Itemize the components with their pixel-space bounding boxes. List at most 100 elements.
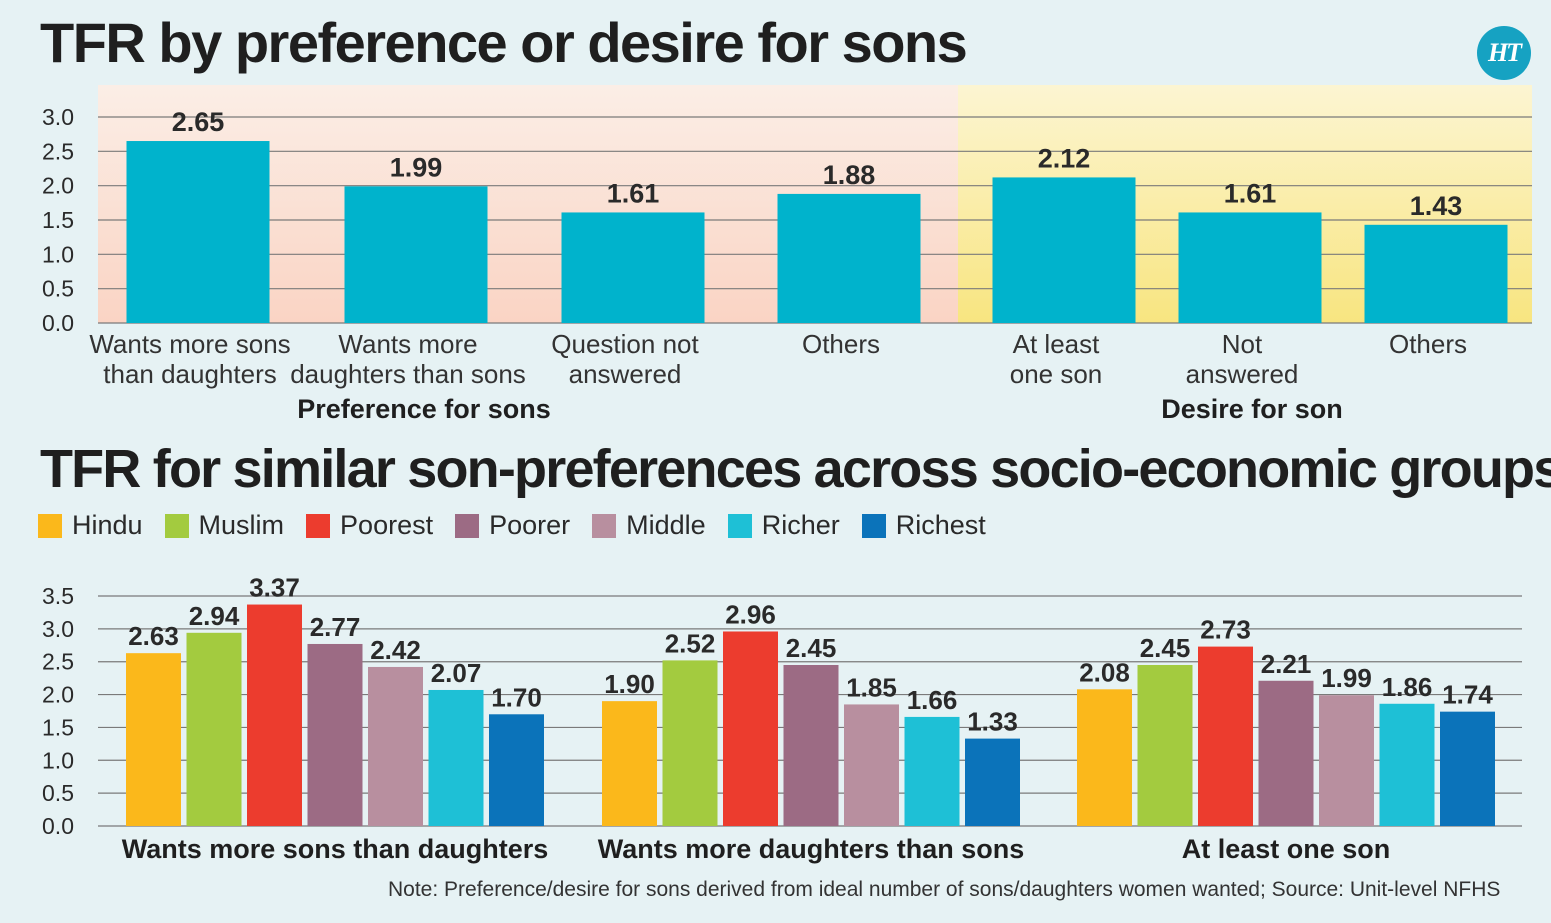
source-note: Note: Preference/desire for sons derived… — [388, 878, 1501, 901]
chart1-bar-value-label: 1.61 — [607, 178, 660, 208]
chart2-bar-value-label: 1.66 — [907, 685, 958, 715]
chart2-ytick-label: 2.5 — [42, 649, 74, 675]
chart2-bar-value-label: 2.45 — [1140, 633, 1191, 663]
chart1-bar-value-label: 1.99 — [390, 152, 443, 182]
chart1-bar — [126, 141, 270, 323]
chart2-bar-poorer — [307, 643, 363, 826]
chart1-category-label: At least — [1013, 329, 1100, 359]
chart2-category-label: Wants more daughters than sons — [598, 834, 1025, 864]
legend-swatch — [164, 513, 189, 538]
chart1-bar — [561, 212, 705, 323]
chart2-bar-richer — [904, 716, 960, 826]
chart2-bar-value-label: 2.77 — [310, 612, 361, 642]
chart1-ytick-label: 0.5 — [42, 276, 74, 302]
chart2-bar-poorer — [783, 665, 839, 826]
chart2-bar-richer — [428, 689, 484, 826]
chart2-bar-richer — [1379, 703, 1435, 826]
chart1-category-label: than daughters — [103, 359, 276, 389]
ht-logo: HT — [1477, 26, 1531, 80]
chart2-bar-poorest — [1198, 646, 1253, 826]
chart2-bar-muslim — [186, 632, 242, 826]
chart2-bar-value-label: 2.07 — [431, 658, 482, 688]
chart1-category-label: Others — [802, 329, 880, 359]
legend-label: Poorest — [340, 510, 434, 540]
chart1-bar-value-label: 1.43 — [1410, 191, 1463, 221]
chart1-bar — [777, 193, 921, 323]
chart2-legend: Hindu Muslim Poorest Poorer Middle Richer Rich… — [38, 510, 1008, 541]
chart2-bar-value-label: 1.90 — [604, 669, 655, 699]
chart2-bar-hindu — [602, 701, 657, 826]
chart2-bar-value-label: 1.86 — [1382, 672, 1433, 702]
legend-label: Richer — [761, 510, 840, 540]
chart2-bar-value-label: 2.52 — [665, 628, 716, 658]
chart2-bar-value-label: 2.73 — [1200, 615, 1251, 645]
chart1-ytick-label: 2.5 — [42, 138, 74, 164]
chart2-bar-poorest — [723, 631, 778, 826]
legend-item-poorer: Poorer — [455, 510, 570, 541]
chart2-ytick-label: 3.5 — [42, 583, 74, 609]
chart1-bar-value-label: 1.88 — [823, 160, 876, 190]
chart1-group-label: Desire for son — [1161, 394, 1343, 424]
chart2-bar-poorer — [1258, 680, 1314, 826]
chart1-bar — [344, 186, 488, 323]
legend-label: Poorer — [489, 510, 571, 540]
chart1-category-label: answered — [569, 359, 682, 389]
chart2-bar-middle — [368, 666, 423, 826]
chart2-bar-value-label: 1.74 — [1442, 680, 1493, 710]
chart2-category-label: At least one son — [1182, 834, 1391, 864]
legend-item-richest: Richest — [861, 510, 986, 541]
chart2-bar-value-label: 1.99 — [1321, 663, 1372, 693]
legend-item-hindu: Hindu — [38, 510, 143, 541]
chart1-category-label: Others — [1389, 329, 1467, 359]
chart2-bar-richest — [1440, 711, 1495, 826]
legend-item-middle: Middle — [592, 510, 706, 541]
chart1-category-label: Question not — [551, 329, 699, 359]
legend-label: Hindu — [72, 510, 143, 540]
chart2-category-label: Wants more sons than daughters — [122, 834, 549, 864]
chart2-bar-hindu — [1077, 689, 1132, 826]
chart2-bar-value-label: 2.45 — [786, 633, 837, 663]
chart1-bar — [1364, 224, 1508, 323]
chart1-group-label: Preference for sons — [297, 394, 551, 424]
legend-swatch — [727, 513, 752, 538]
chart2-ytick-label: 2.0 — [42, 682, 74, 708]
chart2-bar-value-label: 1.33 — [967, 707, 1018, 737]
legend-label: Richest — [895, 510, 986, 540]
chart2-bar-value-label: 2.42 — [370, 635, 421, 665]
chart1-ytick-label: 1.5 — [42, 207, 74, 233]
chart1-ytick-label: 0.0 — [42, 310, 74, 336]
chart2-bar-value-label: 1.85 — [846, 672, 897, 702]
chart1-bar — [992, 177, 1136, 323]
chart2-bar-value-label: 2.63 — [128, 621, 179, 651]
legend-label: Muslim — [198, 510, 285, 540]
chart1-category-label: daughters than sons — [290, 359, 526, 389]
chart1-category-label: answered — [1186, 359, 1299, 389]
chart1-category-label: Wants more — [338, 329, 477, 359]
chart1-ytick-label: 3.0 — [42, 104, 74, 130]
chart1-ytick-label: 2.0 — [42, 173, 74, 199]
legend-swatch — [455, 513, 480, 538]
chart1-bar-value-label: 2.65 — [172, 107, 225, 137]
chart2-bar-value-label: 2.96 — [725, 599, 776, 629]
chart2-bar-muslim — [1137, 665, 1193, 826]
chart2-title: TFR for similar son-preferences across s… — [40, 439, 1551, 499]
chart2-bar-value-label: 2.08 — [1079, 657, 1130, 687]
legend-item-richer: Richer — [727, 510, 840, 541]
chart2-bar-poorest — [247, 604, 302, 826]
chart1-category-label: one son — [1010, 359, 1103, 389]
legend-label: Middle — [626, 510, 706, 540]
chart2-ytick-label: 1.5 — [42, 714, 74, 740]
legend-item-muslim: Muslim — [164, 510, 285, 541]
chart1-category-label: Wants more sons — [89, 329, 290, 359]
legend-swatch — [592, 513, 617, 538]
chart2-bar-value-label: 3.37 — [249, 573, 300, 603]
chart2-ytick-label: 0.0 — [42, 813, 74, 839]
chart2-ytick-label: 0.5 — [42, 780, 74, 806]
chart1-title: TFR by preference or desire for sons — [40, 11, 968, 74]
chart1-bar — [1178, 212, 1322, 323]
chart2-bar-hindu — [126, 653, 181, 826]
legend-swatch — [38, 513, 62, 538]
chart2-bar-muslim — [662, 660, 718, 826]
legend-item-poorest: Poorest — [306, 510, 433, 541]
legend-swatch — [861, 513, 886, 538]
